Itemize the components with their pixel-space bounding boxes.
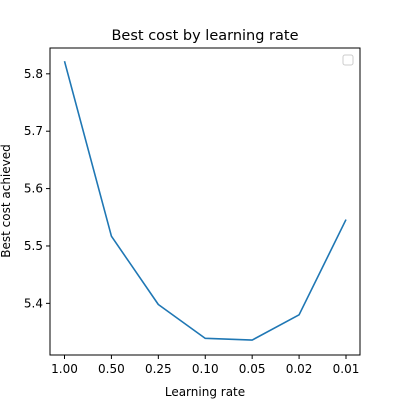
series-line bbox=[63, 60, 347, 341]
x-tick-label: 0.01 bbox=[333, 362, 360, 376]
chart-title: Best cost by learning rate bbox=[111, 28, 298, 44]
y-tick-label: 5.4 bbox=[24, 296, 43, 310]
x-tick-label: 1.00 bbox=[51, 362, 78, 376]
x-tick-label: 0.50 bbox=[98, 362, 125, 376]
y-tick-label: 5.7 bbox=[24, 124, 43, 138]
y-axis: 5.4 5.5 5.6 5.7 5.8 bbox=[24, 67, 50, 310]
x-tick-label: 0.10 bbox=[192, 362, 219, 376]
x-tick-label: 0.05 bbox=[239, 362, 266, 376]
x-tick-label: 0.02 bbox=[286, 362, 313, 376]
x-axis: 1.00 0.50 0.25 0.10 0.05 0.02 0.01 bbox=[51, 355, 359, 376]
x-tick-label: 0.25 bbox=[145, 362, 172, 376]
legend-box bbox=[342, 54, 354, 66]
y-tick-label: 5.5 bbox=[24, 239, 43, 253]
plot-area bbox=[63, 60, 347, 341]
plot-frame bbox=[49, 47, 361, 356]
y-axis-label: Best cost achieved bbox=[0, 144, 13, 257]
y-tick-label: 5.6 bbox=[24, 182, 43, 196]
x-axis-label: Learning rate bbox=[165, 385, 245, 399]
y-tick-label: 5.8 bbox=[24, 67, 43, 81]
